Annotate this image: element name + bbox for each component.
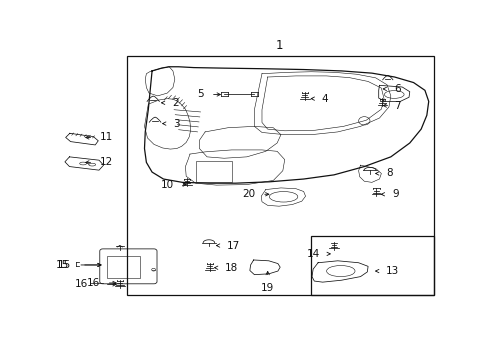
Bar: [127, 56, 433, 296]
Text: 3: 3: [173, 118, 180, 129]
Text: 12: 12: [100, 157, 113, 167]
Text: 8: 8: [386, 168, 392, 179]
Text: 15: 15: [58, 260, 71, 270]
Text: 9: 9: [391, 189, 398, 199]
Text: 1: 1: [275, 39, 282, 52]
Text: 16: 16: [74, 279, 87, 288]
Text: 18: 18: [225, 263, 238, 273]
Text: 13: 13: [386, 266, 399, 276]
Text: 2: 2: [172, 98, 179, 108]
Bar: [107, 256, 139, 278]
Text: 5: 5: [197, 90, 203, 99]
Text: 7: 7: [393, 100, 400, 111]
Bar: [311, 236, 433, 296]
Text: 11: 11: [100, 132, 113, 143]
Text: 19: 19: [261, 283, 274, 293]
Text: 17: 17: [226, 240, 240, 251]
Text: 4: 4: [321, 94, 328, 104]
Text: 20: 20: [242, 189, 255, 199]
Text: 15: 15: [55, 260, 68, 270]
Text: 14: 14: [305, 249, 319, 259]
Text: 6: 6: [393, 84, 400, 94]
Bar: [195, 161, 231, 182]
Text: 16: 16: [86, 278, 100, 288]
Text: 10: 10: [160, 180, 173, 190]
